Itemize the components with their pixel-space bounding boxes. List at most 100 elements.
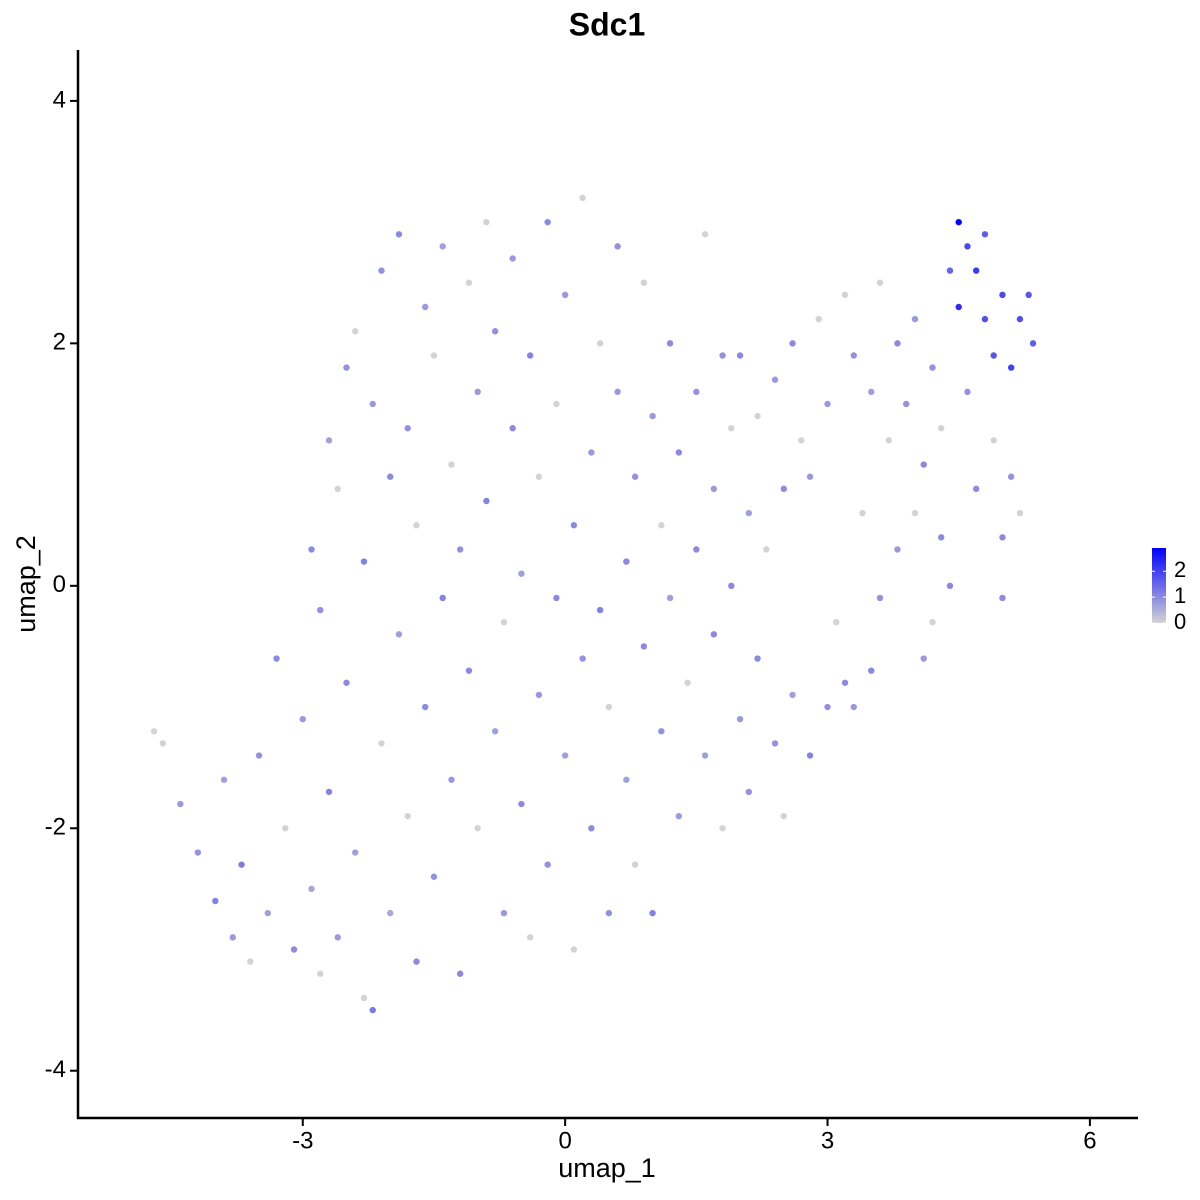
- point: [264, 909, 271, 917]
- point: [273, 655, 280, 662]
- point: [430, 352, 438, 359]
- point: [456, 546, 464, 553]
- colorbar-label: 0: [1174, 609, 1186, 634]
- point: [780, 485, 787, 493]
- point: [631, 861, 639, 868]
- point: [422, 703, 429, 711]
- point: [483, 497, 490, 505]
- point: [675, 449, 683, 456]
- point: [483, 218, 490, 226]
- point: [684, 679, 691, 686]
- point: [666, 594, 674, 602]
- point: [999, 291, 1006, 299]
- point: [491, 328, 499, 335]
- point: [675, 812, 683, 820]
- point: [614, 243, 621, 250]
- point: [255, 752, 263, 759]
- point: [308, 885, 315, 893]
- point: [387, 473, 394, 480]
- point: [833, 618, 840, 626]
- point: [526, 934, 534, 941]
- point: [325, 788, 333, 796]
- point: [570, 522, 578, 529]
- point: [955, 218, 962, 226]
- point: [876, 594, 884, 602]
- point: [728, 582, 735, 590]
- point: [658, 728, 665, 735]
- point: [981, 231, 989, 238]
- point: [343, 679, 350, 686]
- point: [929, 618, 936, 626]
- point: [640, 643, 648, 650]
- point: [1007, 473, 1015, 480]
- point: [430, 873, 438, 880]
- x-axis-title: umap_1: [558, 1153, 656, 1183]
- point: [535, 473, 543, 480]
- point: [561, 752, 569, 759]
- point: [325, 437, 333, 444]
- point: [500, 909, 508, 917]
- point: [710, 485, 718, 493]
- point: [570, 946, 578, 953]
- point: [614, 388, 621, 396]
- point: [308, 546, 315, 553]
- point: [649, 412, 656, 420]
- point: [885, 437, 892, 444]
- point: [509, 425, 516, 432]
- point: [299, 715, 306, 723]
- point: [509, 255, 516, 262]
- point: [1016, 509, 1024, 517]
- point: [439, 243, 446, 250]
- point: [658, 522, 665, 529]
- y-tick-label: 2: [53, 329, 66, 356]
- point: [334, 934, 341, 941]
- point: [841, 291, 849, 299]
- point: [719, 352, 726, 359]
- point: [850, 703, 857, 711]
- point: [1029, 340, 1037, 347]
- point: [876, 279, 884, 286]
- point: [395, 231, 403, 238]
- point: [701, 231, 709, 238]
- point: [588, 449, 595, 456]
- point: [413, 522, 420, 529]
- point: [868, 388, 875, 396]
- point: [526, 352, 534, 359]
- point: [798, 437, 805, 444]
- point: [623, 558, 630, 565]
- point: [859, 509, 866, 517]
- point: [518, 570, 525, 577]
- point: [894, 546, 901, 553]
- point: [456, 970, 464, 977]
- point: [282, 825, 289, 832]
- point: [605, 703, 613, 711]
- point: [946, 582, 954, 590]
- point: [596, 606, 604, 614]
- point: [561, 291, 569, 299]
- point: [220, 776, 228, 783]
- y-tick-label: 0: [53, 571, 66, 598]
- point: [710, 631, 718, 638]
- point: [1007, 364, 1015, 371]
- point: [771, 376, 779, 383]
- x-tick-label: 0: [558, 1127, 571, 1154]
- point: [973, 267, 980, 274]
- point: [1016, 315, 1024, 323]
- point: [290, 946, 298, 953]
- point: [789, 691, 796, 699]
- point: [238, 861, 245, 868]
- point: [999, 534, 1006, 541]
- point: [973, 485, 980, 493]
- point: [378, 740, 385, 747]
- point: [955, 303, 962, 311]
- point: [736, 715, 744, 723]
- point: [623, 776, 630, 783]
- point: [806, 752, 814, 759]
- point: [177, 800, 184, 808]
- point: [806, 473, 814, 480]
- point: [938, 534, 945, 541]
- point: [369, 1006, 376, 1014]
- point: [903, 400, 910, 408]
- point: [422, 303, 429, 311]
